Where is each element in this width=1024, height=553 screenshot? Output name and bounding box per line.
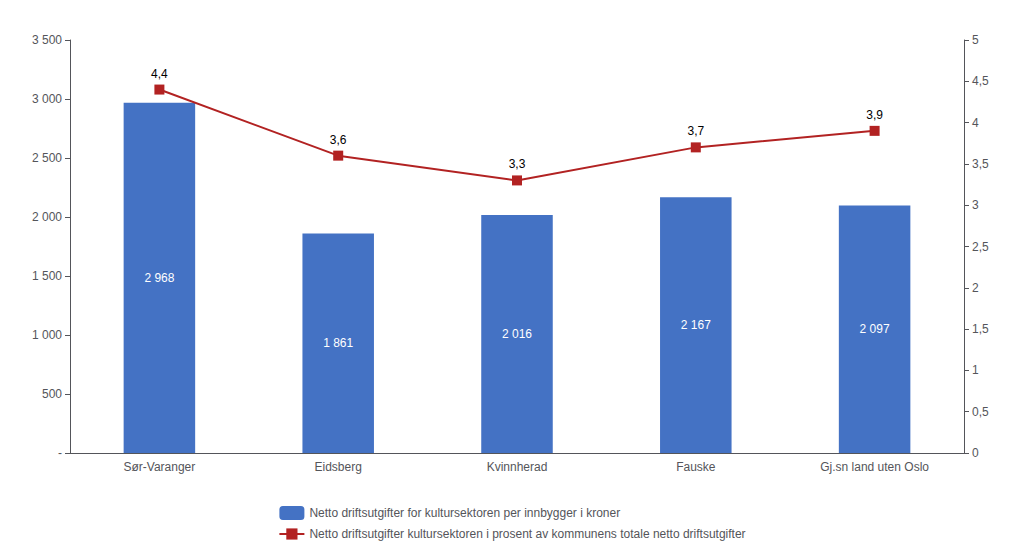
svg-text:2 097: 2 097 xyxy=(860,322,890,336)
svg-text:-: - xyxy=(58,446,62,460)
svg-text:500: 500 xyxy=(42,387,62,401)
svg-text:4,4: 4,4 xyxy=(151,67,168,81)
svg-text:1 000: 1 000 xyxy=(32,328,62,342)
svg-text:2 167: 2 167 xyxy=(681,318,711,332)
svg-text:Netto driftsutgifter for kultu: Netto driftsutgifter for kultursektoren … xyxy=(309,506,620,520)
svg-text:Kvinnherad: Kvinnherad xyxy=(487,460,548,474)
svg-text:2: 2 xyxy=(972,281,979,295)
svg-text:3,3: 3,3 xyxy=(509,157,526,171)
svg-text:4: 4 xyxy=(972,116,979,130)
svg-text:1,5: 1,5 xyxy=(972,322,989,336)
svg-text:3 000: 3 000 xyxy=(32,92,62,106)
svg-text:3,5: 3,5 xyxy=(972,157,989,171)
svg-text:2 500: 2 500 xyxy=(32,151,62,165)
svg-text:3,6: 3,6 xyxy=(330,133,347,147)
svg-text:3: 3 xyxy=(972,198,979,212)
svg-text:Sør-Varanger: Sør-Varanger xyxy=(123,460,195,474)
svg-text:Fauske: Fauske xyxy=(676,460,716,474)
svg-text:Eidsberg: Eidsberg xyxy=(315,460,362,474)
svg-text:Gj.sn land uten Oslo: Gj.sn land uten Oslo xyxy=(820,460,929,474)
svg-text:1: 1 xyxy=(972,363,979,377)
svg-text:0: 0 xyxy=(972,446,979,460)
svg-text:Netto driftsutgifter kultursek: Netto driftsutgifter kultursektoren i pr… xyxy=(309,527,745,541)
svg-text:2 016: 2 016 xyxy=(502,327,532,341)
svg-text:3,7: 3,7 xyxy=(687,124,704,138)
svg-text:2 000: 2 000 xyxy=(32,210,62,224)
svg-text:4,5: 4,5 xyxy=(972,74,989,88)
svg-text:3,9: 3,9 xyxy=(866,108,883,122)
svg-text:2 968: 2 968 xyxy=(144,271,174,285)
svg-text:5: 5 xyxy=(972,33,979,47)
svg-text:1 861: 1 861 xyxy=(323,336,353,350)
svg-text:0,5: 0,5 xyxy=(972,405,989,419)
svg-text:3 500: 3 500 xyxy=(32,33,62,47)
svg-text:1 500: 1 500 xyxy=(32,269,62,283)
svg-text:2,5: 2,5 xyxy=(972,240,989,254)
